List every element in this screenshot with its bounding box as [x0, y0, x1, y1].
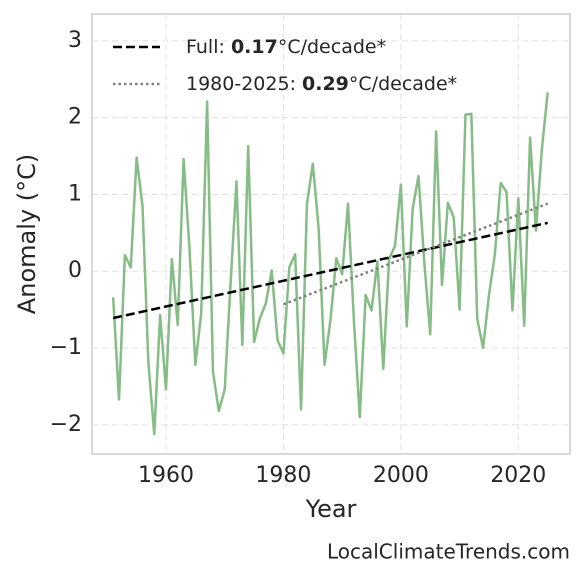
x-axis-label: Year — [305, 495, 357, 523]
x-tick-label: 2000 — [373, 463, 429, 488]
y-tick-label: 3 — [68, 28, 82, 53]
x-tick-label: 1960 — [138, 463, 194, 488]
y-tick-label: 2 — [68, 105, 82, 130]
legend-label-value: 0.29 — [302, 73, 349, 95]
legend-label-prefix: 1980-2025: — [186, 73, 302, 95]
data-line — [111, 92, 549, 436]
legend-label-suffix: °C/decade* — [278, 36, 386, 58]
legend-label-value: 0.17 — [231, 36, 278, 58]
source: LocalClimateTrends.com — [327, 540, 570, 564]
y-axis-label: Anomaly (°C) — [13, 154, 41, 314]
y-tick-label: 0 — [68, 258, 82, 283]
trend-line — [112, 221, 548, 320]
y-tick-label: 1 — [68, 181, 82, 206]
legend-label-prefix: Full: — [186, 36, 231, 58]
y-tick-label: −2 — [50, 412, 82, 437]
plot-frame — [91, 13, 571, 455]
legend-label: Full: 0.17°C/decade* — [186, 36, 386, 58]
x-tick-label: 1980 — [255, 463, 311, 488]
x-tick-label: 2020 — [490, 463, 546, 488]
legend-label: 1980-2025: 0.29°C/decade* — [186, 73, 457, 95]
y-tick-label: −1 — [50, 335, 82, 360]
legend-label-suffix: °C/decade* — [349, 73, 457, 95]
